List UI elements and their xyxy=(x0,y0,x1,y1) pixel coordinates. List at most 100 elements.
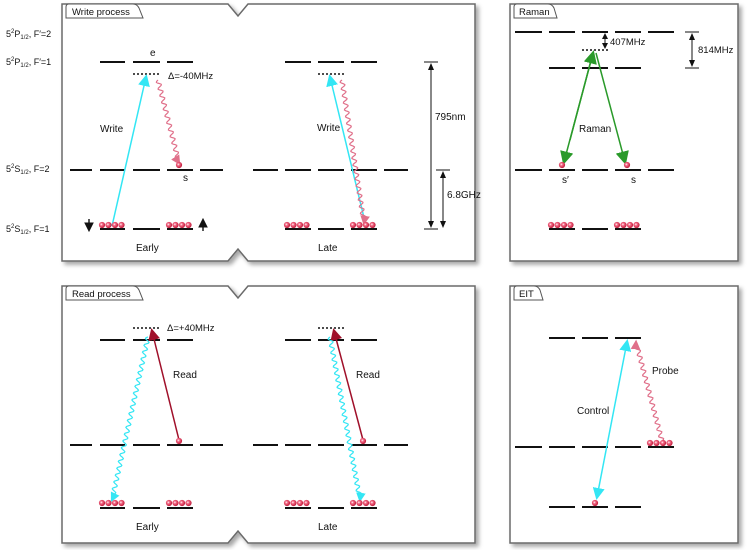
atom xyxy=(111,499,119,507)
atom xyxy=(185,499,192,507)
read-beam-early xyxy=(148,328,180,441)
atom xyxy=(118,221,125,229)
write-late-label: Late xyxy=(318,243,338,254)
atom xyxy=(172,499,179,507)
write-e-label: e xyxy=(150,48,156,59)
atom xyxy=(98,499,106,507)
atom xyxy=(349,499,357,507)
wavelength-bracket xyxy=(424,61,438,230)
atom-s xyxy=(175,437,183,445)
atom xyxy=(666,439,673,447)
atom xyxy=(567,221,574,229)
write-early-label: Early xyxy=(136,243,159,254)
atom-s xyxy=(623,161,631,169)
raman-tab-label: Raman xyxy=(519,7,550,18)
read-arrow-label-late: Read xyxy=(356,370,380,381)
atom xyxy=(118,499,125,507)
atom-s xyxy=(175,161,183,169)
atom xyxy=(613,221,621,229)
read-late-label: Late xyxy=(318,522,338,533)
anti-stokes-photon-early xyxy=(110,336,150,503)
control-beam xyxy=(592,339,632,500)
atom xyxy=(178,499,186,507)
raman-beam-left-up xyxy=(569,50,597,141)
hyperfine-bracket xyxy=(436,169,450,228)
hyperfine-label: 6.8GHz xyxy=(447,190,481,201)
atom xyxy=(369,221,376,229)
eit-panel-frame xyxy=(509,285,739,544)
atom xyxy=(105,499,112,507)
level-label-p-f2: 52P1/2, F′=2 xyxy=(6,29,51,41)
atom xyxy=(591,499,599,507)
atom xyxy=(290,499,297,507)
raman-levels xyxy=(515,31,674,230)
atom xyxy=(165,499,173,507)
raman-arrow-label: Raman xyxy=(579,124,611,135)
atom xyxy=(172,221,179,229)
wavelength-label: 795nm xyxy=(435,112,466,123)
raman-split-bracket-small xyxy=(602,33,608,49)
raman-panel-frame xyxy=(509,3,739,262)
read-early-label: Early xyxy=(136,522,159,533)
atom xyxy=(296,499,304,507)
eit-control-label: Control xyxy=(577,406,609,417)
atom xyxy=(369,499,376,507)
read-tab: Read process xyxy=(65,285,144,301)
raman-beam-right xyxy=(595,52,629,165)
write-levels xyxy=(70,61,408,230)
read-delta-label: Δ=+40MHz xyxy=(167,323,215,334)
read-levels xyxy=(70,327,408,509)
atom xyxy=(283,221,291,229)
eit-tab-label: EIT xyxy=(519,289,534,300)
raman-split-bracket-large xyxy=(685,31,699,69)
read-atoms xyxy=(98,437,376,507)
write-delta-label: Δ=-40MHz xyxy=(168,71,213,82)
write-arrow-label-late: Write xyxy=(317,123,341,134)
raman-atoms xyxy=(547,161,640,229)
atom xyxy=(626,221,634,229)
stokes-photon-early xyxy=(155,79,181,166)
level-label-s-f1: 52S1/2, F=1 xyxy=(6,224,49,236)
write-tab-label: Write process xyxy=(72,7,130,18)
eit-tab: EIT xyxy=(513,285,544,301)
atom xyxy=(283,499,291,507)
atom xyxy=(111,221,119,229)
atom xyxy=(303,221,310,229)
eit-atoms xyxy=(591,439,673,507)
atom xyxy=(659,439,667,447)
atom xyxy=(633,221,640,229)
atom xyxy=(178,221,186,229)
write-arrow-label-early: Write xyxy=(100,124,124,135)
read-arrow-label-early: Read xyxy=(173,370,197,381)
level-label-s-f2: 52S1/2, F=2 xyxy=(6,164,49,176)
atom-s xyxy=(359,437,367,445)
probe-photon xyxy=(630,339,665,442)
atom xyxy=(356,499,363,507)
atom xyxy=(98,221,106,229)
atom xyxy=(560,221,568,229)
atom xyxy=(185,221,192,229)
atom xyxy=(105,221,112,229)
atom xyxy=(362,221,370,229)
atom xyxy=(620,221,627,229)
atom xyxy=(554,221,561,229)
atom-s-prime xyxy=(558,161,566,169)
atom xyxy=(349,221,357,229)
atom xyxy=(547,221,555,229)
write-panel-frame xyxy=(61,3,476,262)
raman-tab: Raman xyxy=(513,3,558,19)
write-s-label: s xyxy=(183,173,188,184)
read-panel-frame xyxy=(61,285,476,544)
atom xyxy=(296,221,304,229)
write-atoms xyxy=(98,161,376,229)
atom xyxy=(646,439,654,447)
atom xyxy=(356,221,363,229)
atom xyxy=(303,499,310,507)
stokes-photon-late xyxy=(339,79,370,226)
level-label-p-f1: 52P1/2, F′=1 xyxy=(6,57,51,69)
atom xyxy=(290,221,297,229)
atom xyxy=(362,499,370,507)
raman-s-prime-label: s′ xyxy=(562,175,569,186)
